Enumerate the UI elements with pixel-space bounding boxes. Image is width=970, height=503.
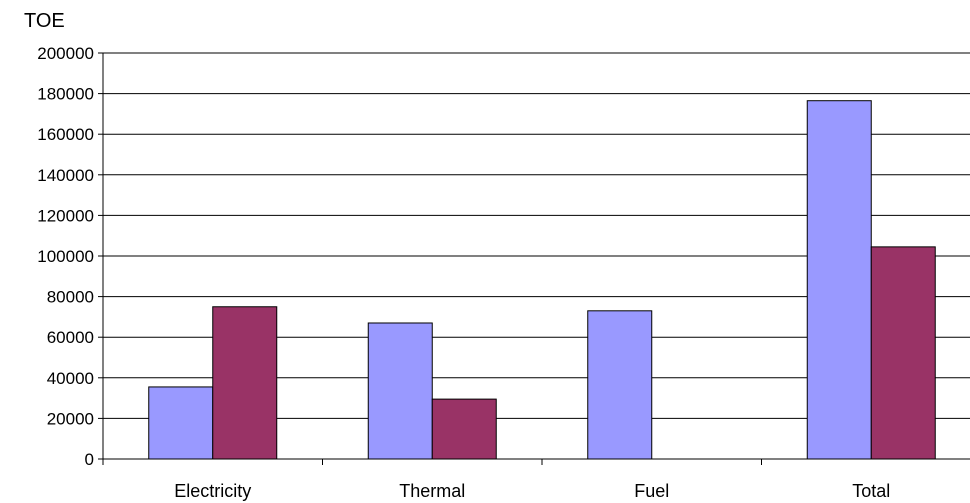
bar	[148, 386, 214, 460]
y-tick-label: 20000	[47, 409, 94, 428]
y-tick-labels: 0 20000 40000 60000 80000 100000 120000 140000 1…	[37, 44, 94, 469]
y-tick-label: 0	[85, 450, 94, 469]
x-category-label: Total	[852, 481, 890, 501]
axes	[98, 52, 970, 465]
x-category-label: Fuel	[634, 481, 669, 501]
y-tick-label: 200000	[37, 44, 94, 63]
x-category-label: Thermal	[399, 481, 465, 501]
x-category-labels: Electricity Thermal Fuel Total	[174, 481, 890, 501]
y-tick-label: 120000	[37, 206, 94, 225]
bars	[148, 100, 936, 460]
bar	[587, 310, 653, 460]
bar	[367, 322, 433, 460]
bar	[870, 246, 936, 460]
y-tick-label: 40000	[47, 369, 94, 388]
bar	[212, 306, 278, 460]
bar	[431, 398, 497, 460]
y-axis-unit-label: TOE	[24, 10, 65, 32]
y-tick-label: 80000	[47, 288, 94, 307]
x-category-label: Electricity	[174, 481, 251, 501]
y-tick-label: 180000	[37, 85, 94, 104]
y-tick-label: 160000	[37, 125, 94, 144]
y-tick-label: 140000	[37, 166, 94, 185]
y-tick-label: 60000	[47, 328, 94, 347]
y-tick-label: 100000	[37, 247, 94, 266]
bar	[806, 100, 872, 460]
